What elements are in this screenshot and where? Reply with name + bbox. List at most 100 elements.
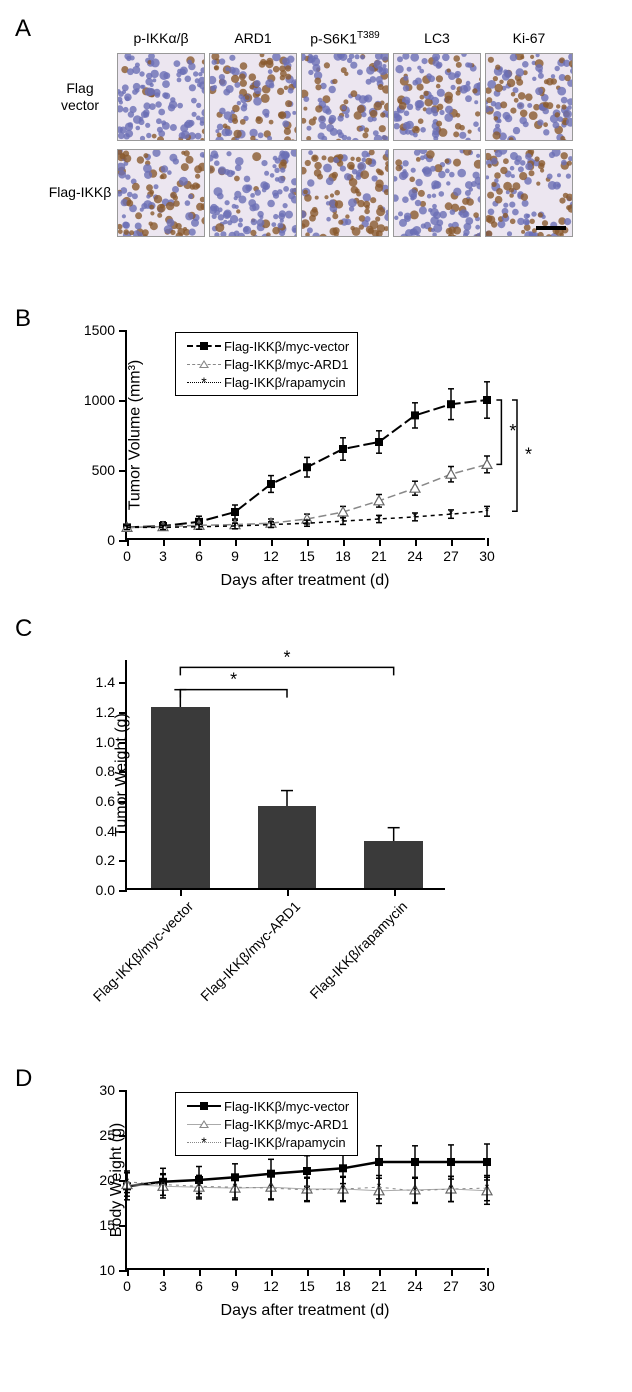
- ihc-col-header: LC3: [391, 30, 483, 47]
- ihc-cell: [117, 53, 205, 141]
- svg-text:*: *: [233, 1180, 238, 1194]
- ihc-row: Flag-IKKβ: [45, 147, 612, 239]
- svg-text:*: *: [449, 507, 454, 521]
- x-tick-label: 9: [231, 1278, 239, 1294]
- y-tick-label: 500: [92, 462, 115, 478]
- legend-item: *Flag-IKKβ/rapamycin: [184, 373, 349, 391]
- legend-label: Flag-IKKβ/myc-ARD1: [224, 357, 349, 372]
- legend-label: Flag-IKKβ/myc-vector: [224, 1099, 349, 1114]
- y-tick-label: 1000: [84, 392, 115, 408]
- legend: Flag-IKKβ/myc-vector Flag-IKKβ/myc-ARD1*F…: [175, 332, 358, 396]
- legend-item: Flag-IKKβ/myc-vector: [184, 337, 349, 355]
- svg-text:*: *: [197, 1179, 202, 1193]
- plot-area: 0.00.20.40.60.81.01.21.4 **Flag-IKKβ/myc…: [125, 660, 445, 890]
- legend-item: Flag-IKKβ/myc-vector: [184, 1097, 349, 1115]
- ihc-row-label: Flag-IKKβ: [45, 184, 115, 201]
- legend-label: Flag-IKKβ/rapamycin: [224, 1135, 346, 1150]
- x-tick-label: 18: [335, 548, 351, 564]
- svg-text:*: *: [509, 421, 516, 441]
- y-axis-label: Tumor Weight (g): [113, 713, 131, 837]
- svg-text:*: *: [485, 1181, 490, 1195]
- x-tick-label: 21: [371, 1278, 387, 1294]
- x-tick-label: 27: [443, 1278, 459, 1294]
- x-tick-label: 30: [479, 548, 495, 564]
- panel-b-letter: B: [15, 305, 31, 333]
- svg-text:*: *: [197, 520, 202, 534]
- svg-text:*: *: [305, 516, 310, 530]
- chart-b: 050010001500036912151821242730: [45, 310, 525, 590]
- y-axis-label: Tumor Volume (mm³): [126, 360, 144, 511]
- ihc-col-header: ARD1: [207, 30, 299, 47]
- svg-text:*: *: [525, 445, 532, 465]
- bar-category-label: Flag-IKKβ/myc-ARD1: [197, 898, 303, 1004]
- scale-bar: [536, 226, 566, 230]
- svg-text:*: *: [283, 647, 290, 667]
- x-tick-label: 18: [335, 1278, 351, 1294]
- panel-d: D 1015202530036912151821242730: [20, 1070, 612, 1330]
- x-tick-label: 3: [159, 1278, 167, 1294]
- x-tick-label: 24: [407, 1278, 423, 1294]
- x-tick-label: 0: [123, 548, 131, 564]
- x-tick-label: 21: [371, 548, 387, 564]
- svg-text:*: *: [485, 504, 490, 518]
- x-tick-label: 9: [231, 548, 239, 564]
- legend-item: *Flag-IKKβ/rapamycin: [184, 1133, 349, 1151]
- svg-text:*: *: [413, 510, 418, 524]
- bar-category-label: Flag-IKKβ/myc-vector: [90, 898, 197, 1005]
- ihc-col-header: p-S6K1T389: [299, 30, 391, 47]
- ihc-cell: [393, 149, 481, 237]
- ihc-cell: [209, 149, 297, 237]
- bar: [364, 841, 423, 888]
- y-axis-label: Body Weight (g): [108, 1123, 126, 1237]
- ihc-cell: [117, 149, 205, 237]
- ihc-col-header: p-IKKα/β: [115, 30, 207, 47]
- ihc-cell: [485, 53, 573, 141]
- y-tick-label: 10: [99, 1262, 115, 1278]
- x-tick-label: 0: [123, 1278, 131, 1294]
- y-tick-label: 0.2: [96, 852, 115, 868]
- panel-a-letter: A: [15, 15, 31, 43]
- svg-text:*: *: [230, 670, 237, 690]
- ihc-rows: Flagvector Flag-IKKβ: [45, 47, 612, 239]
- svg-text:*: *: [161, 1178, 166, 1192]
- bar: [151, 707, 210, 888]
- ihc-row-label: Flagvector: [45, 80, 115, 114]
- x-axis-label: Days after treatment (d): [125, 1302, 485, 1320]
- chart-c: 0.00.20.40.60.81.01.21.4 **Flag-IKKβ/myc…: [45, 620, 525, 1040]
- y-tick-label: 1.4: [96, 674, 115, 690]
- ihc-col-header: Ki-67: [483, 30, 575, 47]
- panel-a: A p-IKKα/βARD1p-S6K1T389LC3Ki-67 Flagvec…: [20, 20, 612, 280]
- svg-text:*: *: [269, 518, 274, 532]
- bar-category-label: Flag-IKKβ/rapamycin: [306, 898, 410, 1002]
- y-tick-label: 30: [99, 1082, 115, 1098]
- panel-c: C 0.00.20.40.60.81.01.21.4 **Flag-IKKβ/m…: [20, 620, 612, 1040]
- x-tick-label: 12: [263, 1278, 279, 1294]
- ihc-column-headers: p-IKKα/βARD1p-S6K1T389LC3Ki-67: [115, 30, 612, 47]
- legend-item: Flag-IKKβ/myc-ARD1: [184, 1115, 349, 1133]
- ihc-row: Flagvector: [45, 51, 612, 143]
- svg-text:*: *: [161, 520, 166, 534]
- figure: A p-IKKα/βARD1p-S6K1T389LC3Ki-67 Flagvec…: [20, 20, 612, 1330]
- legend: Flag-IKKβ/myc-vectorFlag-IKKβ/myc-ARD1*F…: [175, 1092, 358, 1156]
- ihc-cell: [301, 53, 389, 141]
- x-tick-label: 6: [195, 548, 203, 564]
- svg-text:*: *: [341, 1182, 346, 1196]
- ihc-cell: [393, 53, 481, 141]
- y-tick-label: 0: [107, 532, 115, 548]
- svg-text:*: *: [449, 1182, 454, 1196]
- panel-d-letter: D: [15, 1065, 32, 1093]
- svg-text:*: *: [125, 520, 130, 534]
- legend-item: Flag-IKKβ/myc-ARD1: [184, 355, 349, 373]
- x-tick-label: 15: [299, 1278, 315, 1294]
- chart-d: 1015202530036912151821242730: [45, 1070, 525, 1330]
- panel-c-letter: C: [15, 615, 32, 643]
- svg-text:*: *: [377, 512, 382, 526]
- ihc-cell: [301, 149, 389, 237]
- ihc-cell: [209, 53, 297, 141]
- ihc-cell: [485, 149, 573, 237]
- y-tick-label: 0.0: [96, 882, 115, 898]
- x-tick-label: 15: [299, 548, 315, 564]
- x-tick-label: 30: [479, 1278, 495, 1294]
- x-tick-label: 24: [407, 548, 423, 564]
- svg-text:*: *: [413, 1184, 418, 1198]
